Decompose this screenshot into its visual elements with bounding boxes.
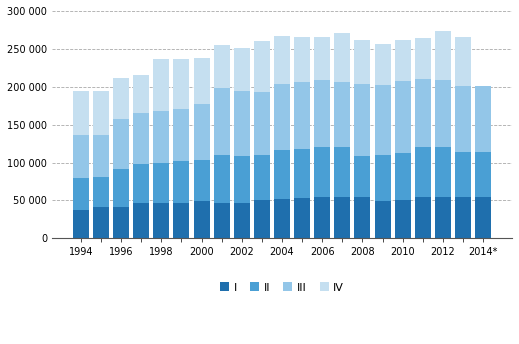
Bar (435, 197, 451, 238)
Bar (234, 203, 250, 238)
Bar (234, 48, 250, 91)
Bar (93, 207, 109, 238)
Bar (354, 40, 371, 84)
Bar (475, 197, 491, 238)
Bar (475, 152, 491, 197)
Legend: I, II, III, IV: I, II, III, IV (216, 278, 348, 297)
Bar (394, 82, 411, 153)
Bar (73, 135, 89, 179)
Bar (173, 109, 189, 161)
Bar (294, 37, 310, 82)
Bar (294, 198, 310, 238)
Bar (93, 135, 109, 177)
Bar (93, 177, 109, 207)
Bar (113, 78, 129, 119)
Bar (153, 163, 169, 203)
Bar (314, 197, 330, 238)
Bar (173, 161, 189, 203)
Bar (73, 210, 89, 238)
Bar (153, 203, 169, 238)
Bar (354, 197, 371, 238)
Bar (173, 59, 189, 109)
Bar (314, 37, 330, 80)
Bar (435, 31, 451, 80)
Bar (254, 41, 270, 92)
Bar (194, 58, 210, 104)
Bar (455, 152, 471, 197)
Bar (73, 179, 89, 210)
Bar (133, 204, 149, 238)
Bar (455, 197, 471, 238)
Bar (234, 156, 250, 203)
Bar (214, 155, 230, 203)
Bar (274, 84, 290, 150)
Bar (334, 82, 350, 147)
Bar (113, 169, 129, 206)
Bar (274, 199, 290, 238)
Bar (294, 82, 310, 149)
Bar (394, 153, 411, 201)
Bar (354, 84, 371, 156)
Bar (274, 150, 290, 199)
Bar (475, 86, 491, 152)
Bar (254, 155, 270, 201)
Bar (73, 90, 89, 135)
Bar (314, 147, 330, 197)
Bar (435, 147, 451, 197)
Bar (133, 164, 149, 204)
Bar (194, 104, 210, 160)
Bar (334, 147, 350, 197)
Bar (93, 91, 109, 135)
Bar (153, 60, 169, 111)
Bar (234, 91, 250, 156)
Bar (455, 37, 471, 86)
Bar (214, 203, 230, 238)
Bar (415, 197, 431, 238)
Bar (314, 80, 330, 147)
Bar (133, 75, 149, 113)
Bar (435, 80, 451, 147)
Bar (294, 149, 310, 198)
Bar (334, 197, 350, 238)
Bar (455, 86, 471, 152)
Bar (375, 201, 391, 238)
Bar (375, 85, 391, 155)
Bar (415, 147, 431, 197)
Bar (375, 44, 391, 85)
Bar (375, 155, 391, 201)
Bar (194, 201, 210, 238)
Bar (415, 38, 431, 79)
Bar (394, 40, 411, 82)
Bar (394, 201, 411, 238)
Bar (133, 113, 149, 164)
Bar (173, 203, 189, 238)
Bar (254, 92, 270, 155)
Bar (274, 36, 290, 84)
Bar (214, 88, 230, 155)
Bar (354, 156, 371, 197)
Bar (194, 160, 210, 201)
Bar (415, 79, 431, 147)
Bar (334, 33, 350, 82)
Bar (214, 45, 230, 88)
Bar (153, 111, 169, 163)
Bar (113, 119, 129, 169)
Bar (113, 206, 129, 238)
Bar (254, 201, 270, 238)
